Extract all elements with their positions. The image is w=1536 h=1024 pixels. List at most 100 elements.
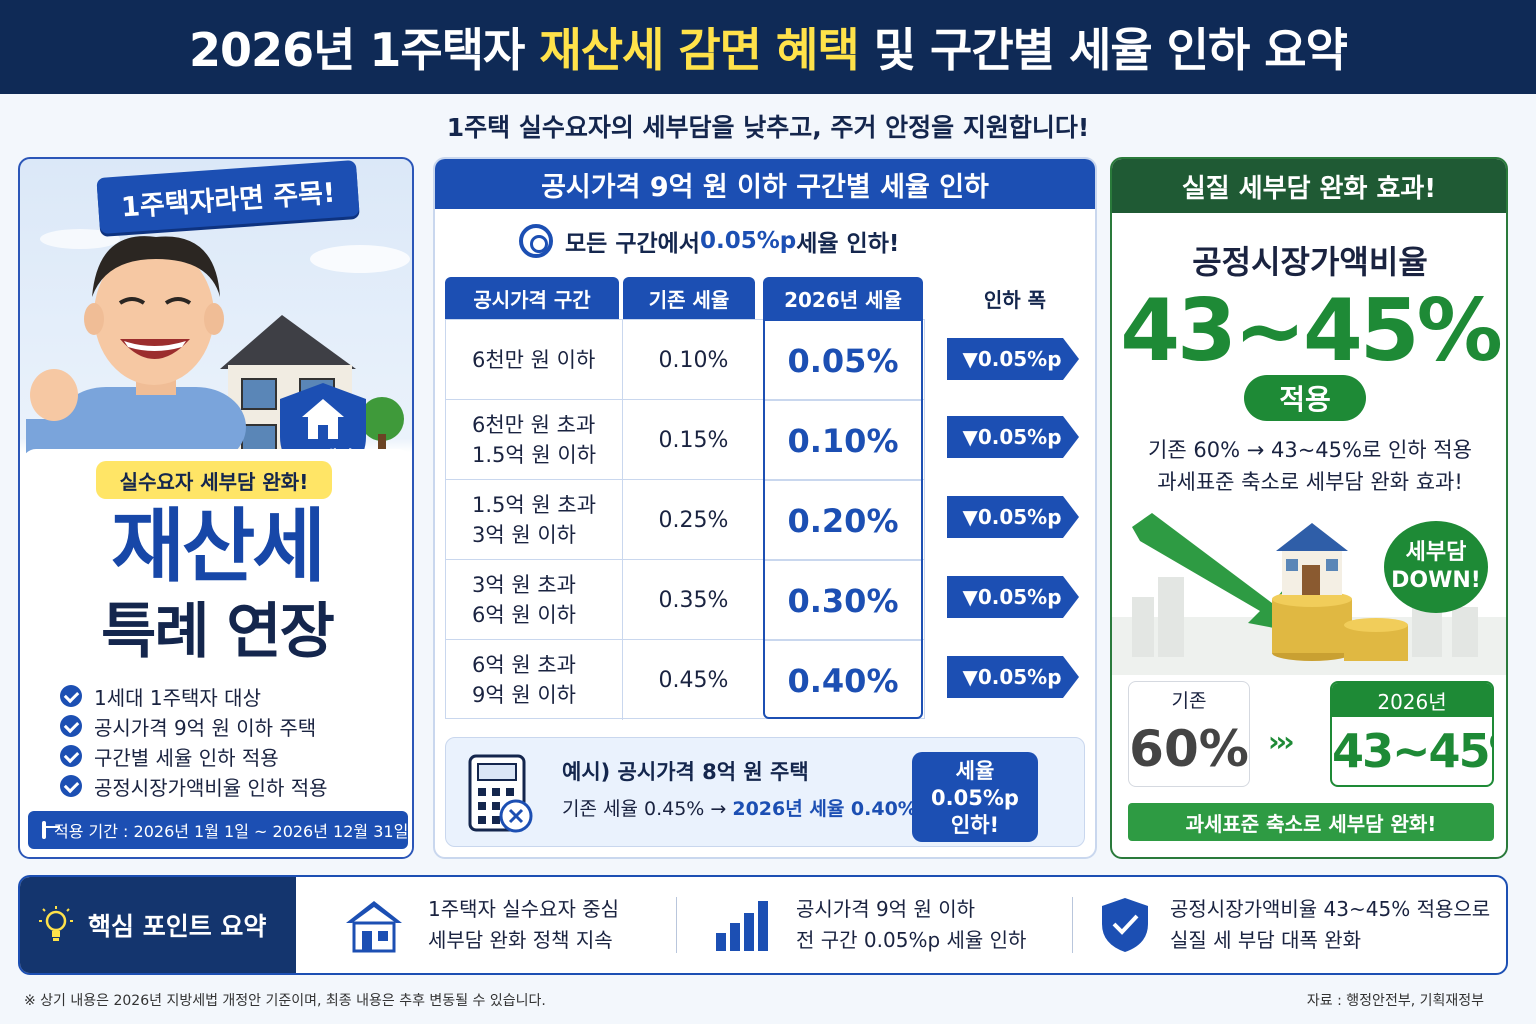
cut-value: ▼0.05%p	[962, 585, 1062, 609]
title-highlight: 재산세 감면 혜택	[539, 23, 859, 77]
cut-value: ▼0.05%p	[962, 425, 1062, 449]
tax-rate-card: 공시가격 9억 원 이하 구간별 세율 인하 모든 구간에서 0.05%p 세율…	[433, 157, 1097, 859]
target-text: 모든 구간에서	[565, 231, 700, 257]
range-line: 3억 원 이하	[472, 523, 576, 547]
table-row: 6천만 원 초과 1.5억 원 이하 0.15%	[446, 400, 924, 480]
burden-relief-card: 실질 세부담 완화 효과! 공정시장가액비율 43~45% 적용 기존 60% …	[1110, 157, 1508, 859]
summary-line: 실질 세 부담 대폭 완화	[1170, 928, 1362, 952]
list-item: 구간별 세율 인하 적용	[60, 741, 328, 771]
list-item: 공시가격 9억 원 이하 주택	[60, 711, 328, 741]
summary-line: 세부담 완화 정책 지속	[428, 928, 613, 952]
arrow-tag-icon	[947, 656, 1079, 698]
new-rate-cell: 0.05%	[765, 321, 921, 401]
previous-value: 60%	[1129, 720, 1249, 778]
bar-chart-icon	[716, 901, 768, 951]
calendar-icon	[42, 821, 60, 839]
old-rate-cell: 0.35%	[622, 560, 764, 640]
table-row: 6억 원 초과 9억 원 이하 0.45%	[446, 640, 924, 720]
source-credit: 자료 : 행정안전부, 기획재정부	[1306, 993, 1484, 1009]
col-header-new: 2026년 세율	[763, 277, 923, 319]
cut-value: ▼0.05%p	[962, 505, 1062, 529]
bubble-line: 세부담	[1405, 540, 1467, 565]
range-line: 6천만 원 이하	[472, 348, 596, 372]
new-rate-cell: 0.10%	[765, 401, 921, 481]
divider	[1072, 897, 1073, 953]
summary-title: 핵심 포인트 요약	[88, 912, 267, 941]
main-subheading: 특례 연장	[101, 597, 335, 667]
lightbulb-icon	[39, 906, 73, 941]
badge-line: 인하!	[950, 813, 1000, 837]
summary-line: 공시가격 9억 원 이하	[796, 897, 975, 921]
footnote: ※ 상기 내용은 2026년 지방세법 개정안 기준이며, 최종 내용은 추후 …	[24, 993, 546, 1009]
old-rate-cell: 0.10%	[622, 320, 764, 400]
new-rate-cell: 0.40%	[787, 662, 899, 700]
left-card: 1주택자라면 주목! 1주택자 실수요자 세부담 완화! 재산세 특례 연장 1…	[18, 157, 414, 859]
eligibility-list: 1세대 1주택자 대상 공시가격 9억 원 이하 주택 구간별 세율 인하 적용…	[60, 681, 328, 801]
col-header-cut: 인하 폭	[983, 287, 1047, 312]
example-badge: 세율 0.05%p 인하!	[912, 752, 1038, 842]
cut-tag: ▼0.05%p	[947, 416, 1079, 458]
table-row: 3억 원 초과 6억 원 이하 0.35%	[446, 560, 924, 640]
col-header-range: 공시가격 구간	[445, 277, 619, 319]
badge-line: 0.05%p	[931, 786, 1019, 810]
relief-pill: 실수요자 세부담 완화!	[96, 461, 332, 499]
list-item-text: 1세대 1주택자 대상	[94, 685, 261, 710]
list-item: 1세대 1주택자 대상	[60, 681, 328, 711]
summary-line: 공정시장가액비율 43~45% 적용으로	[1170, 897, 1491, 921]
target-value: 0.05%p	[699, 228, 797, 254]
new-value: 43~45%	[1332, 724, 1492, 778]
range-line: 6억 원 초과	[472, 653, 576, 677]
check-icon	[60, 715, 82, 737]
arrow-tag-icon	[947, 338, 1079, 380]
top-banner: 2026년 1주택자 재산세 감면 혜택 및 구간별 세율 인하 요약	[0, 0, 1536, 94]
summary-title-panel: 핵심 포인트 요약	[20, 877, 296, 973]
example-new: 2026년 세율 0.40%	[732, 798, 917, 820]
range-cell: 6억 원 초과 9억 원 이하	[446, 640, 622, 720]
relief-footer: 과세표준 축소로 세부담 완화!	[1128, 803, 1494, 841]
range-cell: 6천만 원 이하	[446, 320, 622, 400]
summary-line: 전 구간 0.05%p 세율 인하	[796, 928, 1027, 952]
list-item-text: 구간별 세율 인하 적용	[94, 745, 279, 770]
arrow-tag-icon	[947, 416, 1079, 458]
old-rate-cell: 0.25%	[622, 480, 764, 560]
list-item-text: 공정시장가액비율 인하 적용	[94, 775, 328, 800]
cut-tag: ▼0.05%p	[947, 656, 1079, 698]
arrow-tag-icon	[947, 576, 1079, 618]
list-item: 공정시장가액비율 인하 적용	[60, 771, 328, 801]
new-ratio-box: 2026년 43~45%	[1330, 681, 1494, 787]
burden-down-bubble: 세부담 DOWN!	[1384, 521, 1488, 613]
old-rate-cell: 0.15%	[622, 400, 764, 480]
badge-line: 세율	[955, 759, 995, 783]
previous-label: 기존	[1171, 689, 1207, 712]
title-part: 및 구간별 세율 인하 요약	[858, 23, 1348, 77]
tax-rate-header: 공시가격 9억 원 이하 구간별 세율 인하	[435, 159, 1095, 209]
range-cell: 3억 원 초과 6억 원 이하	[446, 560, 622, 640]
check-icon	[60, 775, 82, 797]
range-line: 3억 원 초과	[472, 573, 576, 597]
target-icon	[519, 224, 553, 258]
range-line: 1.5억 원 이하	[472, 443, 597, 467]
period-text: 적용 기간 : 2026년 1월 1일 ~ 2026년 12월 31일	[54, 822, 409, 841]
application-period: 적용 기간 : 2026년 1월 1일 ~ 2026년 12월 31일	[28, 811, 408, 849]
new-label: 2026년	[1332, 683, 1492, 717]
title-part: 2026년 1주택자	[189, 23, 540, 77]
example-box: 예시) 공시가격 8억 원 주택 기존 세율 0.45% → 2026년 세율 …	[445, 737, 1085, 847]
left-lower-panel: 실수요자 세부담 완화! 재산세 특례 연장 1세대 1주택자 대상 공시가격 …	[22, 449, 412, 857]
ratio-label: 공정시장가액비율	[1192, 243, 1428, 281]
new-rate-column: 0.05% 0.10% 0.20% 0.30% 0.40%	[763, 319, 923, 719]
range-line: 1.5억 원 초과	[472, 493, 597, 517]
shield-check-icon	[1102, 898, 1148, 952]
summary-line: 1주택자 실수요자 중심	[428, 897, 620, 921]
calculator-icon	[468, 754, 533, 833]
range-line: 6천만 원 초과	[472, 413, 596, 437]
range-line: 6억 원 이하	[472, 603, 576, 627]
relief-header: 실질 세부담 완화 효과!	[1112, 159, 1506, 213]
check-icon	[60, 685, 82, 707]
col-header-old: 기존 세율	[623, 277, 755, 319]
cut-tag: ▼0.05%p	[947, 338, 1079, 380]
ratio-value: 43~45%	[1120, 281, 1503, 381]
rate-table: 6천만 원 이하 0.10% 6천만 원 초과 1.5억 원 이하 0.15% 1…	[445, 319, 925, 720]
